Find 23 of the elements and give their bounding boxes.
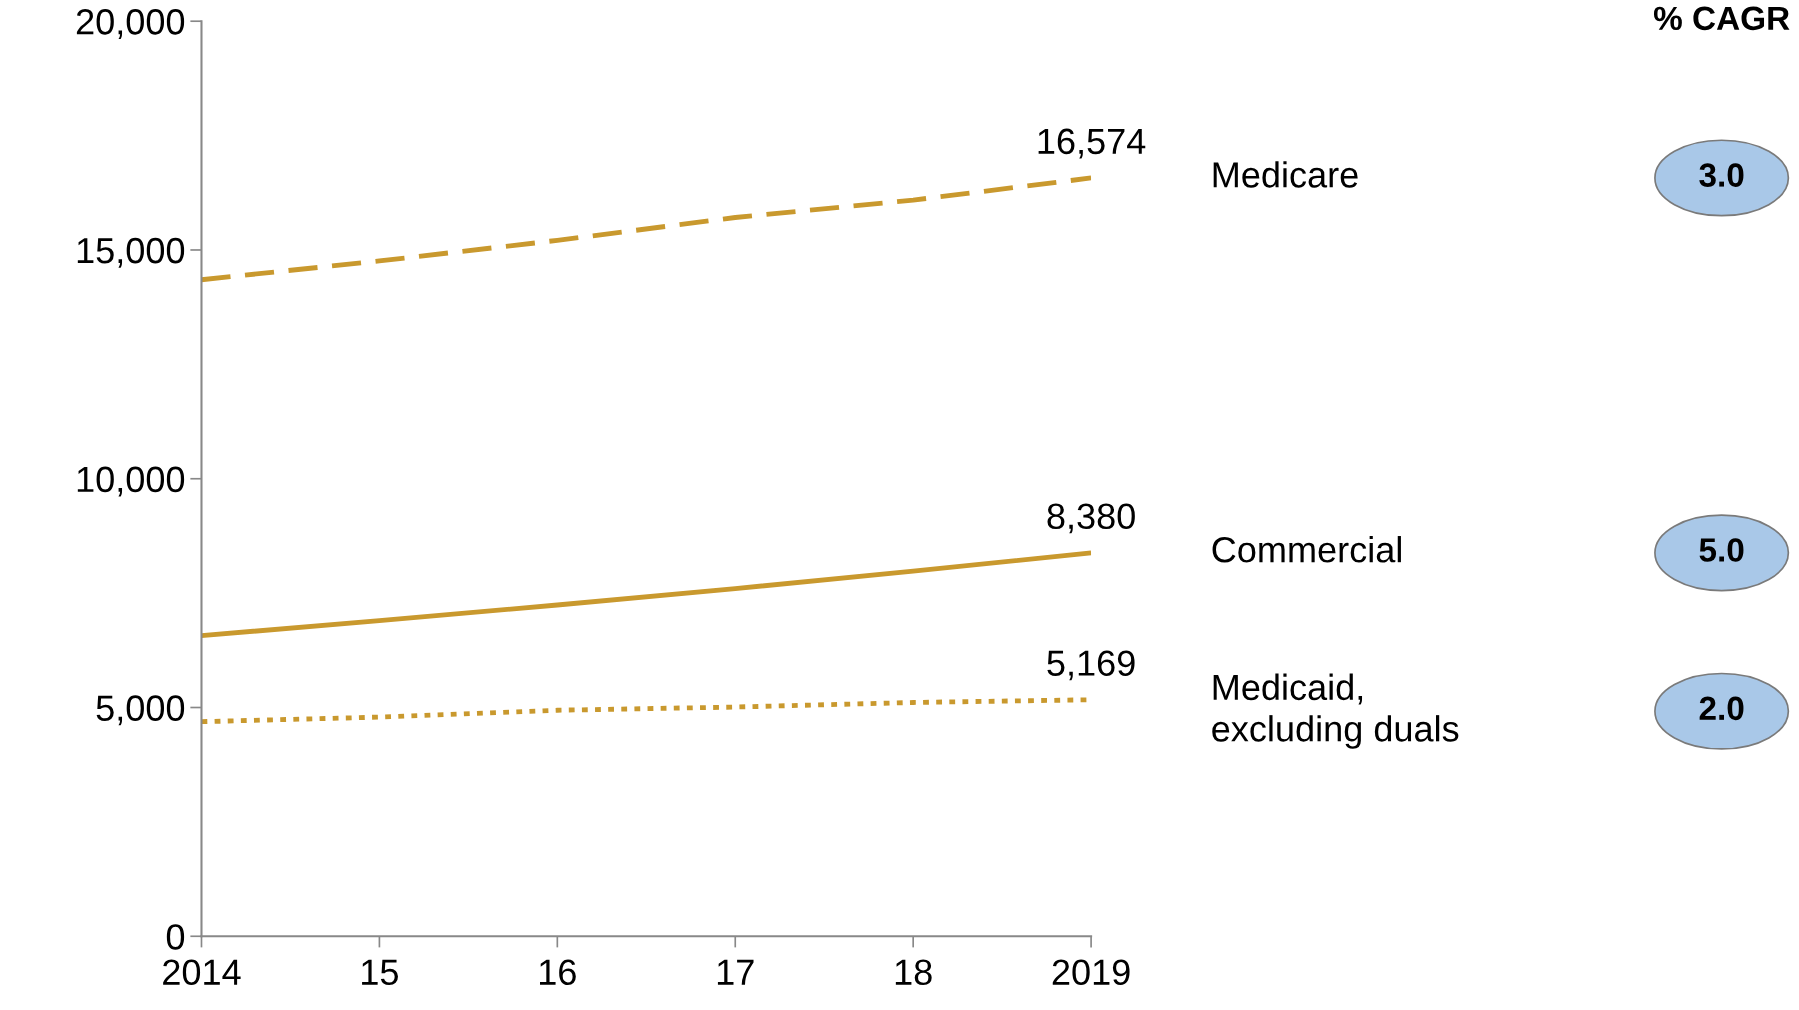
data-label: 5,169 (1047, 650, 1135, 681)
text: Medicare (1213, 161, 1358, 188)
text: 5.0 (1699, 538, 1744, 562)
y-tick-label: 5,000 (96, 695, 185, 726)
data-label: 16,574 (1038, 128, 1146, 159)
y-tick-label: 0 (166, 924, 185, 950)
text: 2.0 (1699, 696, 1744, 721)
line-series (201, 175, 1092, 283)
text: Medicaid, excluding duals (1212, 673, 1459, 749)
y-tick-label: 15,000 (77, 237, 185, 268)
line-series (201, 550, 1092, 639)
text: 3.0 (1699, 163, 1744, 187)
data-label: 8,380 (1047, 503, 1135, 534)
x-tick-label: 16 (540, 959, 576, 986)
x-tick-label: 18 (895, 959, 932, 986)
y-tick-label: 20,000 (76, 9, 185, 39)
x-tick-label: 17 (717, 959, 754, 985)
text: Commercial (1212, 536, 1401, 563)
x-tick-label: 2014 (163, 959, 241, 986)
text: % CAGR (1653, 6, 1790, 31)
y-tick-label: 10,000 (77, 466, 185, 497)
x-tick-label: 2019 (1052, 959, 1130, 986)
x-tick-label: 15 (362, 959, 398, 986)
